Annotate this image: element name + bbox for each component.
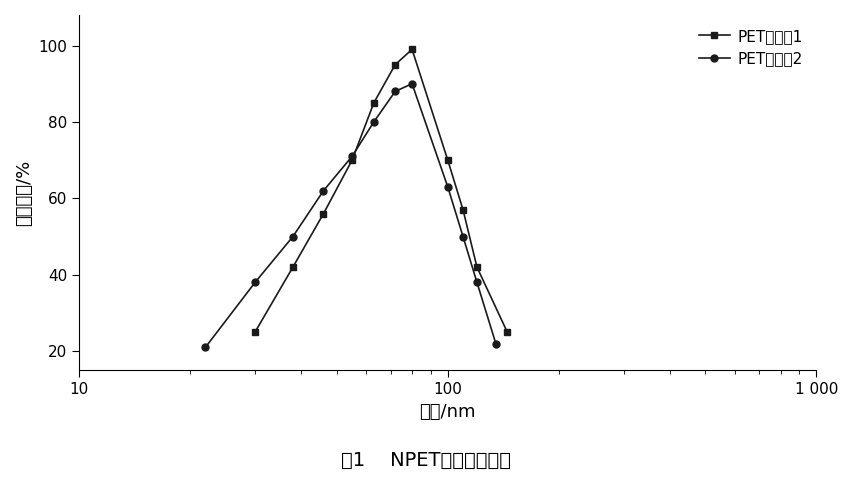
PET悬浮涵2 xyxy=(250,279,260,285)
PET悬浮涵2 xyxy=(471,279,481,285)
PET悬浮涵1 xyxy=(250,329,260,335)
X-axis label: 直径/nm: 直径/nm xyxy=(419,403,475,421)
PET悬浮涵1 xyxy=(442,157,452,163)
PET悬浮涵1 xyxy=(318,211,328,216)
PET悬浮涵1 xyxy=(502,329,512,335)
PET悬浮涵1 xyxy=(471,264,481,270)
PET悬浮涵1 xyxy=(368,100,378,106)
PET悬浮涵2 xyxy=(442,184,452,190)
PET悬浮涵1 xyxy=(389,62,400,68)
PET悬浮涵2 xyxy=(389,89,400,94)
Text: 图1    NPET的粒径分布图: 图1 NPET的粒径分布图 xyxy=(341,451,511,469)
PET悬浮涵1 xyxy=(287,264,297,270)
PET悬浮涵2 xyxy=(318,188,328,194)
PET悬浮涵2 xyxy=(287,234,297,240)
Legend: PET悬浮涵1, PET悬浮涵2: PET悬浮涵1, PET悬浮涵2 xyxy=(692,23,808,73)
Line: PET悬浮涵2: PET悬浮涵2 xyxy=(202,80,498,351)
PET悬浮涵1 xyxy=(458,207,468,212)
PET悬浮涵2 xyxy=(490,341,500,347)
PET悬浮涵1 xyxy=(347,157,357,163)
PET悬浮涵2 xyxy=(347,153,357,159)
PET悬浮涵2 xyxy=(406,81,417,87)
PET悬浮涵2 xyxy=(200,345,210,350)
Line: PET悬浮涵1: PET悬浮涵1 xyxy=(251,46,510,335)
PET悬浮涵2 xyxy=(368,119,378,125)
Y-axis label: 粒径分布/%: 粒径分布/% xyxy=(15,160,33,226)
PET悬浮涵2 xyxy=(458,234,468,240)
PET悬浮涵1 xyxy=(406,46,417,52)
